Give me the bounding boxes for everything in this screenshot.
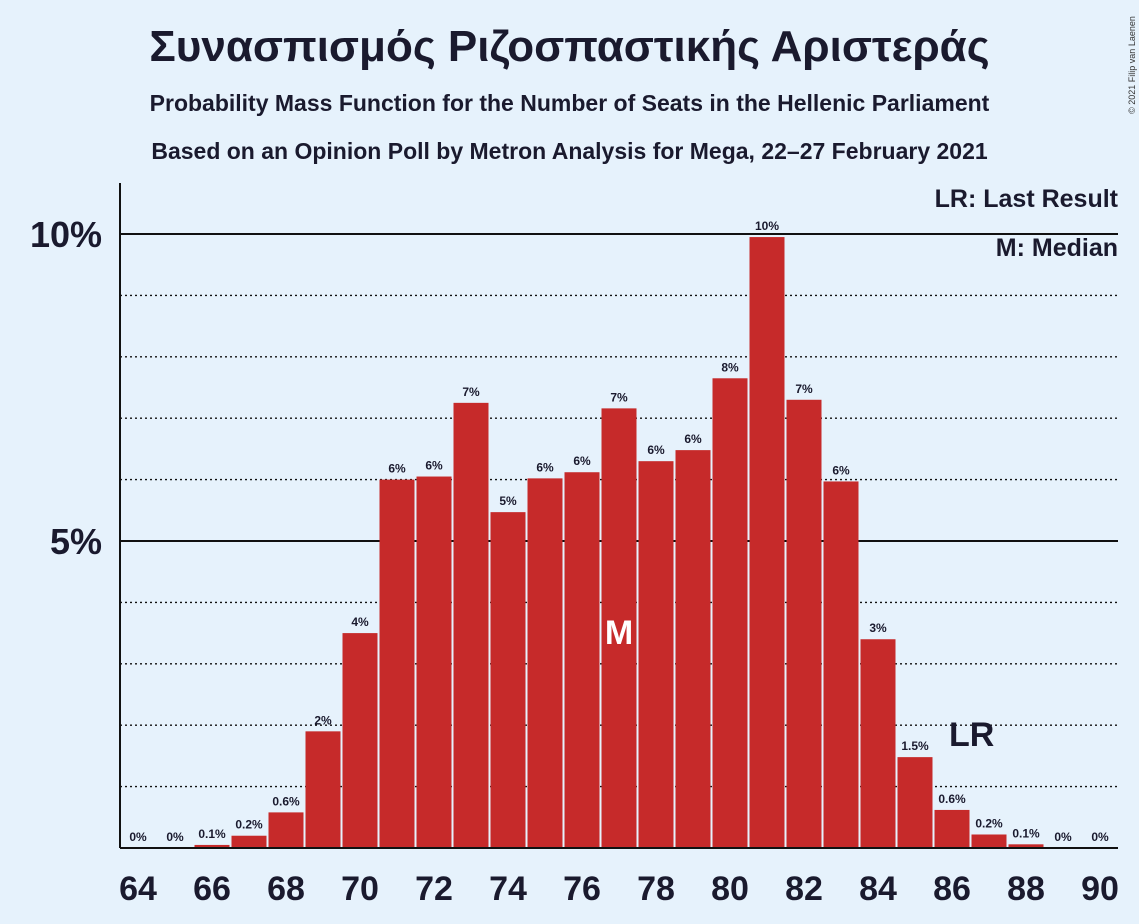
data-label-seat-75: 6% <box>536 460 554 474</box>
data-label-seat-69: 2% <box>314 713 332 727</box>
bar-seat-77 <box>601 408 637 848</box>
bar-seat-79 <box>675 450 711 848</box>
x-tick-label: 78 <box>637 870 675 908</box>
x-tick-label: 84 <box>859 870 897 908</box>
x-tick-label: 90 <box>1081 870 1119 908</box>
data-label-seat-86: 0.6% <box>938 792 966 806</box>
data-label-seat-81: 10% <box>755 219 779 233</box>
bar-seat-82 <box>786 399 822 848</box>
bar-seat-78 <box>638 461 674 848</box>
data-label-seat-90: 0% <box>1091 830 1109 844</box>
bar-seat-83 <box>823 481 859 848</box>
data-label-seat-65: 0% <box>166 830 184 844</box>
bar-seat-72 <box>416 476 452 848</box>
data-label-seat-77: 7% <box>610 390 628 404</box>
data-label-seat-78: 6% <box>647 443 665 457</box>
bar-seat-68 <box>268 812 304 848</box>
bar-seat-74 <box>490 512 526 848</box>
data-label-seat-73: 7% <box>462 385 480 399</box>
last-result-marker: LR <box>949 716 994 754</box>
x-tick-label: 64 <box>119 870 157 908</box>
bar-seat-88 <box>1008 844 1044 848</box>
x-tick-label: 70 <box>341 870 379 908</box>
data-label-seat-79: 6% <box>684 432 702 446</box>
bar-seat-71 <box>379 479 415 848</box>
x-tick-label: 68 <box>267 870 305 908</box>
chart-subtitle: Probability Mass Function for the Number… <box>149 90 990 116</box>
data-label-seat-89: 0% <box>1054 830 1072 844</box>
x-tick-label: 74 <box>489 870 527 908</box>
data-label-seat-66: 0.1% <box>198 827 226 841</box>
bar-seat-86 <box>934 809 970 848</box>
bar-seat-84 <box>860 639 896 848</box>
bar-seat-73 <box>453 402 489 848</box>
data-label-seat-71: 6% <box>388 462 406 476</box>
data-label-seat-74: 5% <box>499 494 517 508</box>
y-tick-label: 10% <box>30 214 102 255</box>
x-tick-label: 66 <box>193 870 231 908</box>
x-tick-label: 86 <box>933 870 971 908</box>
data-label-seat-64: 0% <box>129 830 147 844</box>
bar-seat-67 <box>231 835 267 848</box>
data-label-seat-70: 4% <box>351 615 369 629</box>
bar-seat-81 <box>749 237 785 848</box>
data-label-seat-88: 0.1% <box>1012 826 1040 840</box>
data-label-seat-68: 0.6% <box>272 794 300 808</box>
y-tick-label: 5% <box>50 521 102 562</box>
chart-source: Based on an Opinion Poll by Metron Analy… <box>151 138 988 164</box>
data-label-seat-82: 7% <box>795 382 813 396</box>
data-label-seat-87: 0.2% <box>975 816 1003 830</box>
median-marker: M <box>605 614 633 652</box>
bar-seat-80 <box>712 378 748 848</box>
bar-seat-70 <box>342 633 378 848</box>
data-label-seat-85: 1.5% <box>901 739 929 753</box>
x-tick-label: 72 <box>415 870 453 908</box>
x-tick-label: 82 <box>785 870 823 908</box>
data-label-seat-72: 6% <box>425 459 443 473</box>
data-label-seat-80: 8% <box>721 360 739 374</box>
bar-seat-76 <box>564 472 600 848</box>
data-label-seat-67: 0.2% <box>235 818 263 832</box>
bar-seat-69 <box>305 731 341 848</box>
legend-last-result: LR: Last Result <box>934 185 1118 213</box>
x-tick-label: 80 <box>711 870 749 908</box>
chart-title: Συνασπισμός Ριζοσπαστικής Αριστεράς <box>149 22 990 71</box>
bar-seat-75 <box>527 478 563 848</box>
data-label-seat-84: 3% <box>869 621 887 635</box>
data-label-seat-83: 6% <box>832 463 850 477</box>
bar-seat-66 <box>194 844 230 848</box>
bar-seat-85 <box>897 757 933 848</box>
legend-median: M: Median <box>995 234 1118 262</box>
bar-seat-87 <box>971 834 1007 848</box>
x-tick-label: 88 <box>1007 870 1045 908</box>
data-label-seat-76: 6% <box>573 454 591 468</box>
x-tick-label: 76 <box>563 870 601 908</box>
